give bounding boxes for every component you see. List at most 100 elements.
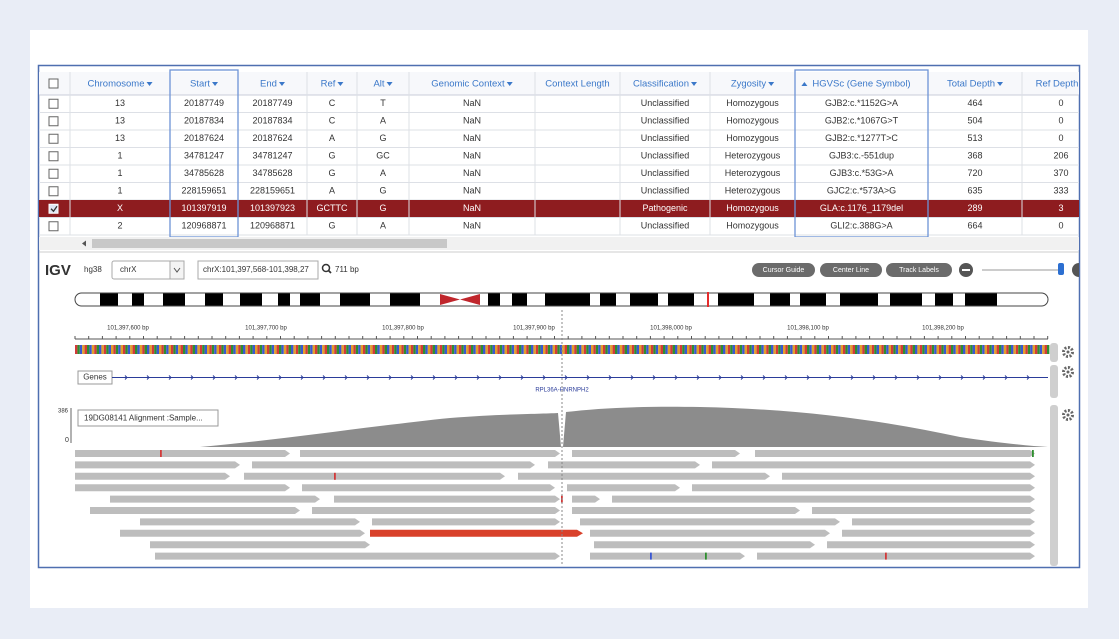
column-header[interactable]: Genomic Context: [431, 79, 505, 90]
checkbox[interactable]: [48, 151, 59, 162]
sequence-base: [207, 345, 210, 354]
track-scrollbar[interactable]: [1050, 405, 1058, 566]
sequence-base: [730, 345, 733, 354]
sequence-base: [653, 345, 656, 354]
ideogram-band: [890, 293, 922, 306]
genome: hg38: [84, 265, 102, 274]
ruler-label: 101,397,700 bp: [245, 326, 287, 332]
toolbar-button-label[interactable]: Cursor Guide: [763, 267, 805, 274]
sequence-base: [77, 345, 80, 354]
checkbox[interactable]: [48, 133, 59, 144]
sequence-base: [420, 345, 423, 354]
sequence-base: [456, 345, 459, 354]
read: [110, 495, 320, 503]
sequence-base: [257, 345, 260, 354]
column-header[interactable]: Total Depth: [947, 79, 995, 90]
sequence-base: [987, 345, 990, 354]
sequence-base: [737, 345, 740, 354]
cell: 0: [1058, 116, 1063, 126]
cell: G: [328, 221, 335, 231]
h-scroll-thumb[interactable]: [92, 239, 447, 248]
column-header[interactable]: Zygosity: [731, 79, 767, 90]
gear-icon[interactable]: [1062, 366, 1074, 378]
sequence-base: [679, 345, 683, 354]
track-scrollbar[interactable]: [1050, 365, 1058, 398]
column-header[interactable]: Alt: [373, 79, 384, 90]
checkbox[interactable]: [48, 186, 59, 197]
sequence-base: [564, 345, 567, 354]
sequence-base: [989, 345, 992, 354]
column-header[interactable]: End: [260, 79, 277, 90]
gene-strand: [432, 375, 436, 380]
column-header[interactable]: Chromosome: [87, 79, 144, 90]
alignment-label-box: [77, 409, 219, 427]
column-header[interactable]: Classification: [633, 79, 689, 90]
gene-strand: [608, 375, 612, 380]
sequence-base: [895, 345, 899, 354]
sequence-base: [159, 345, 162, 354]
gene-strand: [784, 375, 788, 380]
checkbox[interactable]: [48, 221, 59, 232]
sequence-base: [147, 345, 150, 354]
sequence-base: [583, 345, 587, 354]
toolbar-button[interactable]: [886, 263, 952, 277]
sequence-base: [711, 345, 714, 354]
cell: 34785628: [252, 168, 292, 178]
column-header[interactable]: Ref: [321, 79, 336, 90]
sequence-base: [955, 345, 959, 354]
zoom-handle[interactable]: [1058, 263, 1064, 275]
sequence-base: [718, 345, 721, 354]
toolbar-button-label[interactable]: Track Labels: [899, 267, 939, 274]
sequence-base: [466, 345, 469, 354]
sequence-base: [809, 345, 812, 354]
deletion-read: [370, 529, 583, 537]
toolbar-button-label[interactable]: Center Line: [833, 267, 869, 274]
sequence-base: [283, 345, 287, 354]
read: [572, 450, 740, 457]
sequence-base: [651, 345, 654, 354]
sequence-base: [931, 345, 935, 354]
sequence-base: [336, 345, 339, 354]
gear-icon[interactable]: [1062, 346, 1074, 358]
sequence-base: [720, 345, 723, 354]
checkbox[interactable]: [48, 78, 59, 89]
search-icon[interactable]: [321, 263, 331, 273]
cell: GJB3:c.*53G>A: [830, 168, 894, 178]
locus-input[interactable]: [197, 260, 319, 280]
zoom-in[interactable]: [1072, 263, 1086, 277]
sequence-base: [835, 345, 839, 354]
sequence-base: [113, 345, 116, 354]
sequence-base: [905, 345, 908, 354]
cell: Pathogenic: [642, 203, 688, 213]
sequence-base: [893, 345, 896, 354]
checkbox[interactable]: [48, 116, 59, 127]
sequence-base: [219, 345, 222, 354]
sequence-base: [756, 345, 759, 354]
sequence-base: [970, 345, 973, 354]
checkbox[interactable]: [48, 168, 59, 179]
sequence-base: [1030, 345, 1033, 354]
toolbar-button[interactable]: [752, 263, 815, 277]
column-header[interactable]: Start: [190, 79, 210, 90]
sequence-base: [852, 345, 855, 354]
sequence-base: [166, 345, 169, 354]
gene-strand: [762, 375, 766, 380]
gear-icon[interactable]: [1062, 409, 1074, 421]
sequence-base: [271, 345, 275, 354]
track-scrollbar[interactable]: [1050, 343, 1058, 362]
sequence-base: [142, 345, 145, 354]
checkbox[interactable]: [48, 98, 59, 109]
sequence-base: [555, 345, 558, 354]
column-header[interactable]: Context Length: [545, 79, 609, 90]
checkbox[interactable]: [48, 203, 59, 214]
sequence-base: [487, 345, 491, 354]
ideogram-band: [340, 293, 370, 306]
sequence-base: [888, 345, 891, 354]
sequence-base: [833, 345, 836, 354]
ideogram-band: [278, 293, 290, 306]
column-header[interactable]: Ref Depth: [1036, 79, 1079, 90]
column-header[interactable]: HGVSc (Gene Symbol): [812, 79, 910, 90]
sequence-base: [701, 345, 704, 354]
read: [755, 450, 1035, 457]
toolbar-button[interactable]: [820, 263, 882, 277]
